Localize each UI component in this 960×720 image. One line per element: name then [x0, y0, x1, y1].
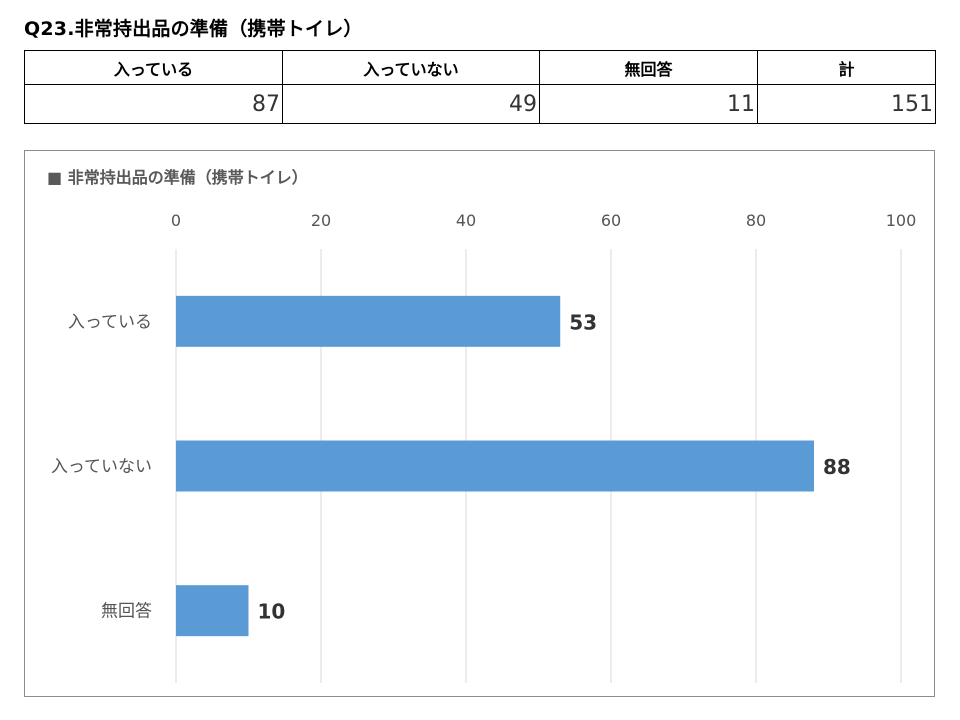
chart-area: ■ 非常持出品の準備（携帯トイレ） 0 20 40 60 80 100 入っている 53 入ってい… — [24, 150, 935, 697]
table-header-cell: 無回答 — [539, 50, 758, 85]
data-label: 88 — [823, 455, 851, 479]
data-label: 10 — [258, 600, 286, 624]
x-tick-label: 0 — [171, 211, 181, 230]
table-cell: 151 — [757, 84, 936, 124]
table-header-cell: 入っていない — [282, 50, 540, 85]
data-label: 53 — [569, 310, 597, 334]
category-label: 無回答 — [101, 602, 152, 622]
x-tick-label: 40 — [456, 211, 476, 230]
x-tick-label: 100 — [886, 211, 917, 230]
table-cell: 49 — [282, 84, 540, 124]
page-title: Q23.非常持出品の準備（携帯トイレ） — [24, 18, 363, 40]
table-cell: 87 — [24, 84, 283, 124]
table-cell: 11 — [539, 84, 758, 124]
x-tick-label: 80 — [746, 211, 766, 230]
table-header-cell: 計 — [757, 50, 936, 85]
table-row: 87 49 11 151 — [24, 84, 936, 124]
bar — [176, 440, 814, 492]
x-tick-label: 20 — [311, 211, 331, 230]
table-header-row: 入っている 入っていない 無回答 計 — [24, 50, 936, 85]
chart-title: ■ 非常持出品の準備（携帯トイレ） — [47, 168, 308, 187]
table-header-cell: 入っている — [24, 50, 283, 85]
summary-table: 入っている 入っていない 無回答 計 87 49 11 151 — [24, 50, 936, 124]
bar — [176, 295, 561, 347]
category-label: 入っていない — [51, 457, 152, 477]
x-tick-label: 60 — [601, 211, 621, 230]
bar — [176, 585, 249, 637]
category-label: 入っている — [68, 312, 152, 332]
bar-chart: ■ 非常持出品の準備（携帯トイレ） 0 20 40 60 80 100 入っている 53 入ってい… — [47, 168, 917, 683]
